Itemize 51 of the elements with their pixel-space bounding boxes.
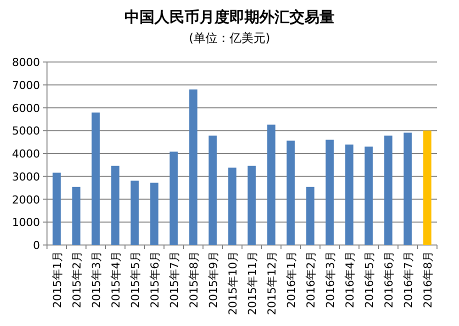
bar xyxy=(170,152,178,245)
y-tick-label: 2000 xyxy=(12,193,40,206)
bar xyxy=(404,132,412,245)
x-tick-label: 2016年2月 xyxy=(304,251,318,308)
x-tick-label: 2015年11月 xyxy=(246,251,259,315)
bar xyxy=(92,112,100,245)
x-tick-label: 2015年1月 xyxy=(50,251,64,308)
bar xyxy=(384,136,392,245)
bar xyxy=(111,166,120,245)
bar xyxy=(267,124,276,245)
x-tick-label: 2016年7月 xyxy=(402,251,415,308)
bar xyxy=(286,140,295,245)
bar xyxy=(228,168,236,245)
x-tick-label: 2016年5月 xyxy=(362,251,376,308)
x-tick-label: 2015年4月 xyxy=(109,251,122,308)
x-tick-label: 2015年10月 xyxy=(226,251,240,315)
bar xyxy=(208,136,217,245)
y-tick-label: 5000 xyxy=(12,124,40,138)
y-tick-label: 0 xyxy=(33,239,40,252)
x-tick-label: 2015年6月 xyxy=(148,251,162,308)
bar xyxy=(326,140,334,245)
x-tick-label: 2016年1月 xyxy=(284,251,298,308)
x-tick-label: 2016年3月 xyxy=(324,251,337,308)
x-tick-label: 2015年3月 xyxy=(90,251,103,308)
bar xyxy=(306,186,314,245)
bar xyxy=(248,166,256,245)
bar xyxy=(364,146,373,245)
x-tick-label: 2015年2月 xyxy=(70,251,84,308)
y-tick-label: 7000 xyxy=(12,78,40,92)
y-tick-label: 3000 xyxy=(12,170,40,184)
bar xyxy=(189,89,198,245)
y-tick-label: 4000 xyxy=(12,148,40,160)
bar xyxy=(130,180,139,245)
y-tick-label: 1000 xyxy=(12,216,40,230)
chart-subtitle: (单位：亿美元) xyxy=(188,31,270,45)
y-tick-label: 8000 xyxy=(12,56,40,69)
x-tick-label: 2015年5月 xyxy=(128,251,142,308)
y-tick-label: 6000 xyxy=(12,102,40,115)
bar xyxy=(52,172,61,245)
bar xyxy=(72,186,80,245)
x-tick-label: 2016年8月 xyxy=(421,251,434,308)
x-tick-label: 2016年4月 xyxy=(343,251,356,308)
bar xyxy=(423,130,432,245)
bar xyxy=(345,144,354,245)
bar xyxy=(150,182,158,245)
x-tick-label: 2015年7月 xyxy=(168,251,181,308)
chart-title: 中国人民币月度即期外汇交易量 xyxy=(124,8,334,26)
x-tick-label: 2015年9月 xyxy=(206,251,220,308)
x-tick-label: 2016年6月 xyxy=(382,251,396,308)
x-tick-label: 2015年12月 xyxy=(265,251,278,315)
x-tick-label: 2015年8月 xyxy=(187,251,200,308)
